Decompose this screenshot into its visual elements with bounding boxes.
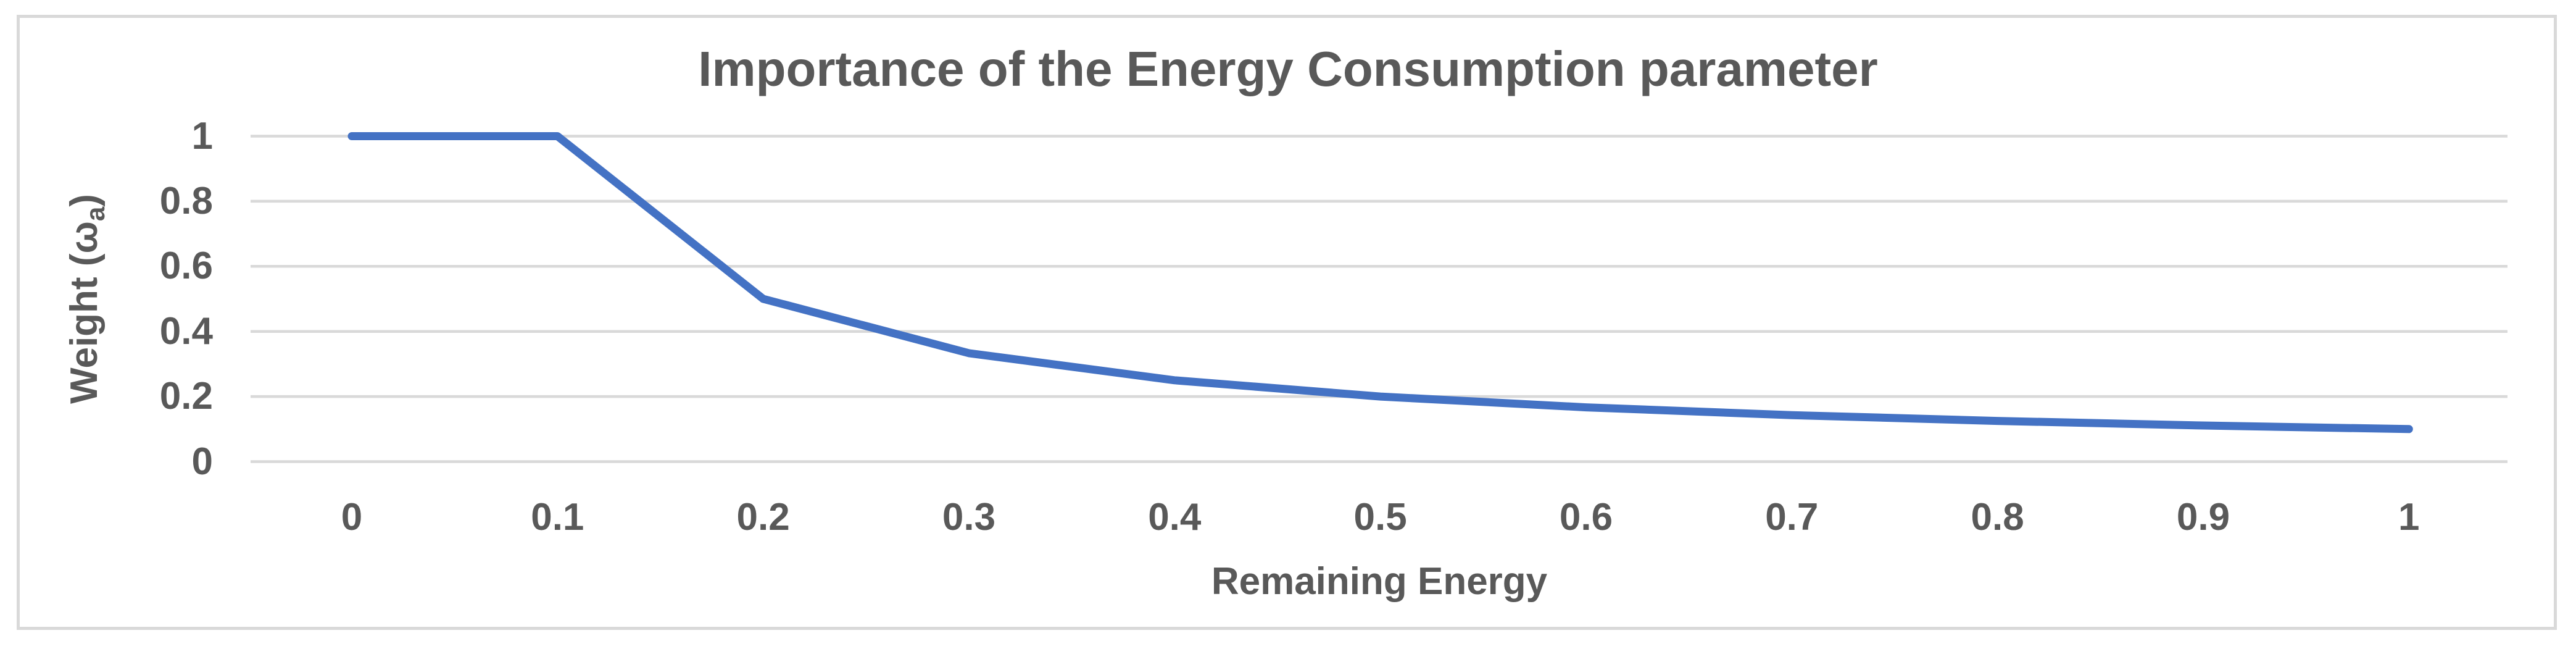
y-tick-label: 0.6 <box>159 245 213 288</box>
y-tick-label: 0.2 <box>159 375 213 418</box>
x-axis-title: Remaining Energy <box>1211 560 1548 603</box>
x-tick-label: 0.2 <box>736 496 790 539</box>
x-tick-label: 0.8 <box>1971 496 2024 539</box>
y-axis-title: Weight (ωa) <box>60 194 120 404</box>
y-axis-title-close: ) <box>63 194 106 207</box>
y-tick-label: 1 <box>191 114 213 157</box>
y-axis-title-subscript: a <box>80 206 110 222</box>
x-tick-label: 0.6 <box>1559 496 1613 539</box>
x-tick-label: 0.4 <box>1148 496 1202 539</box>
y-tick-label: 0.8 <box>159 179 213 222</box>
x-tick-label: 0.9 <box>2176 496 2230 539</box>
weight-series-line <box>347 132 2413 434</box>
x-tick-label: 0.7 <box>1765 496 1819 539</box>
x-tick-label: 0 <box>341 496 363 539</box>
y-tick-label: 0 <box>191 440 213 483</box>
x-tick-label: 1 <box>2398 496 2420 539</box>
x-tick-label: 0.1 <box>531 496 584 539</box>
x-tick-label: 0.3 <box>942 496 996 539</box>
gridlines <box>251 135 2507 463</box>
chart-frame <box>17 15 2557 630</box>
y-tick-label: 0.4 <box>159 309 213 353</box>
x-tick-label: 0.5 <box>1353 496 1407 539</box>
chart-title: Importance of the Energy Consumption par… <box>698 41 1878 96</box>
y-axis-title-text: Weight (ω <box>63 221 106 404</box>
